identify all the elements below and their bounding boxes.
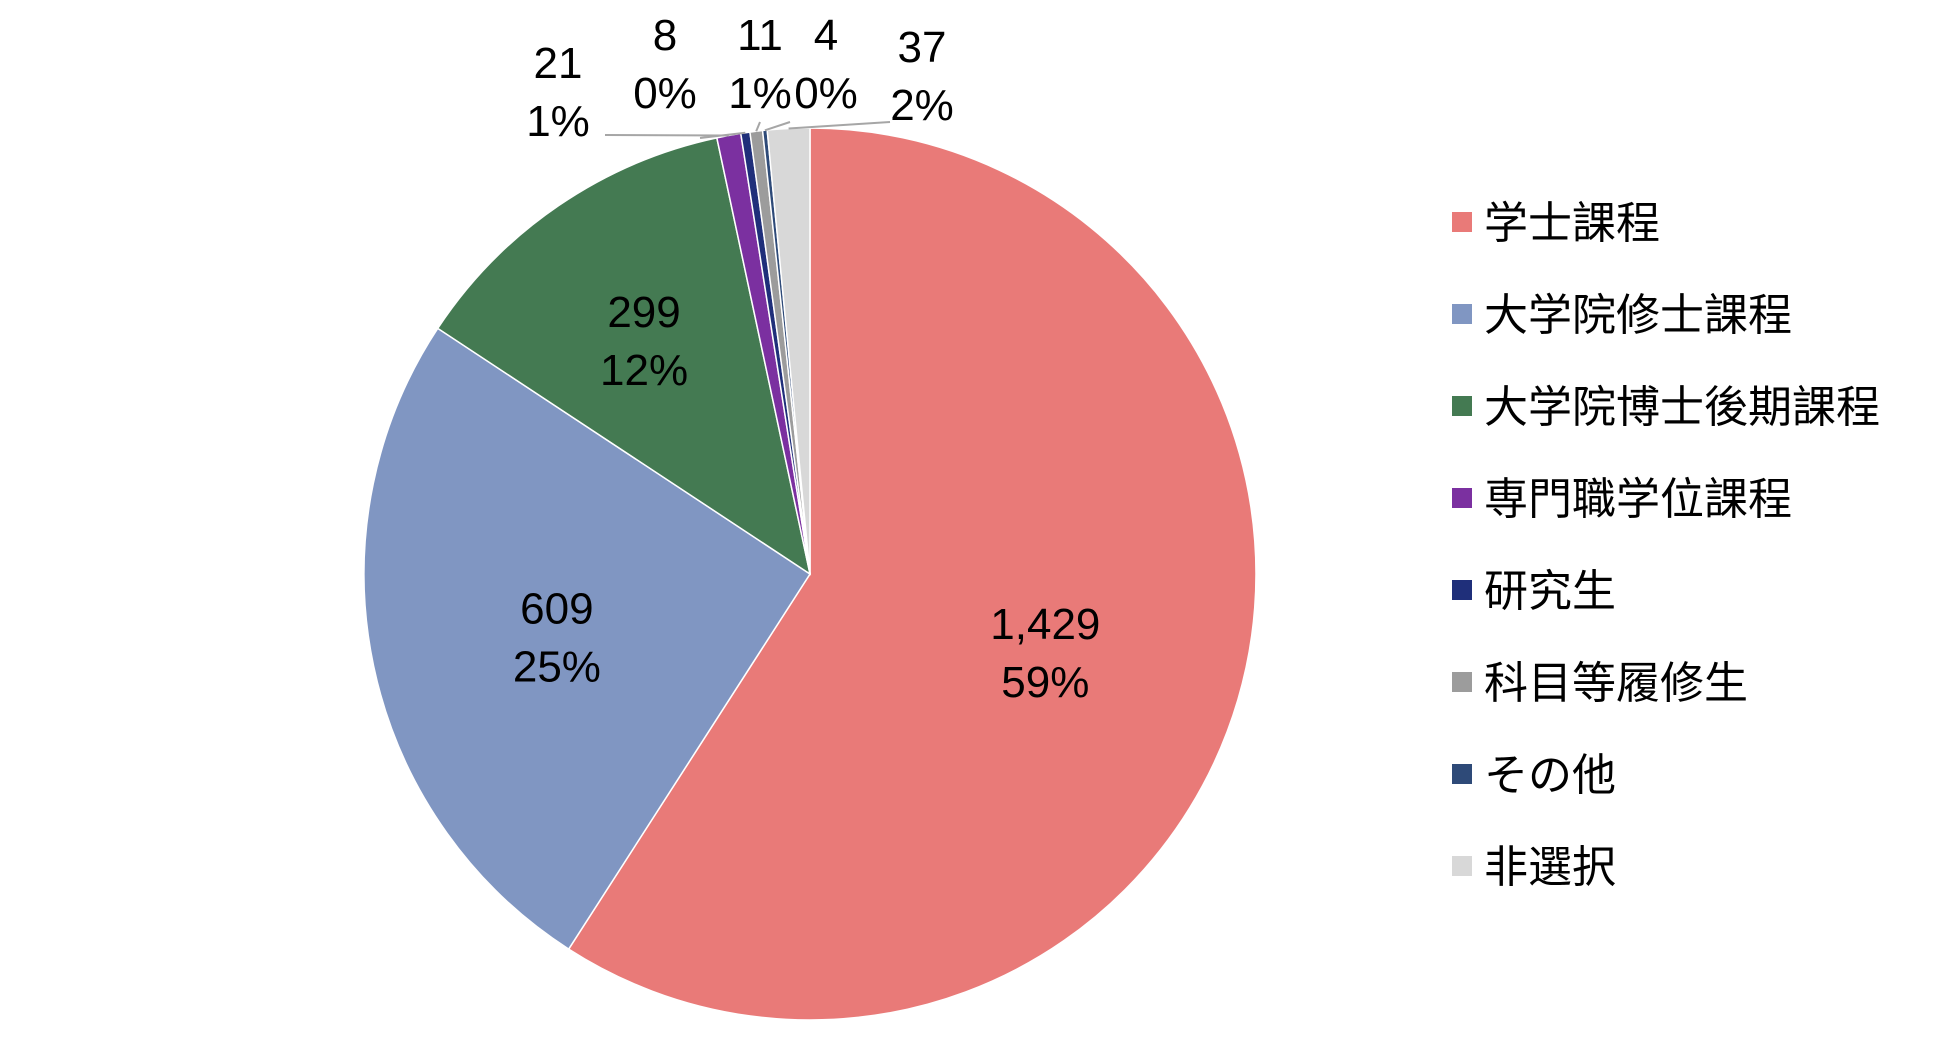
slice-4-value-label: 21 — [534, 39, 583, 88]
pie-slices — [363, 127, 1257, 1021]
slice-8-percent-label: 2% — [890, 81, 954, 130]
legend-label-8: 非選択 — [1484, 842, 1616, 893]
slice-3-wedge — [436, 136, 812, 576]
slice-2-value-label: 609 — [520, 584, 593, 633]
slice-1-value-label: 1,429 — [990, 600, 1100, 649]
slice-1-percent-label: 59% — [1001, 658, 1089, 707]
slice-4-percent-label: 1% — [526, 97, 590, 146]
slice-6-value-label: 11 — [737, 11, 783, 60]
slice-3-percent-label: 12% — [600, 346, 688, 395]
slice-3-value-label: 299 — [607, 288, 680, 337]
legend-label-2: 大学院修士課程 — [1484, 290, 1792, 341]
legend-swatch-1 — [1452, 212, 1472, 232]
slice-5-leader-line — [699, 131, 746, 139]
legend-label-5: 研究生 — [1484, 566, 1616, 617]
legend-swatch-7 — [1452, 764, 1472, 784]
slice-2-wedge — [363, 327, 812, 951]
slice-4-leader-line — [604, 134, 729, 137]
slice-6-leader-line — [755, 121, 761, 132]
legend-swatch-4 — [1452, 488, 1472, 508]
slice-7-leader-line — [764, 121, 791, 132]
legend: 学士課程大学院修士課程大学院博士後期課程専門職学位課程研究生科目等履修生その他非… — [1452, 198, 1880, 893]
legend-label-7: その他 — [1484, 750, 1616, 801]
slice-2-percent-label: 25% — [513, 642, 601, 691]
slice-5-percent-label: 0% — [633, 69, 697, 118]
slice-7-value-label: 4 — [814, 11, 838, 60]
legend-label-1: 学士課程 — [1484, 198, 1660, 249]
legend-label-6: 科目等履修生 — [1484, 658, 1748, 709]
legend-label-4: 専門職学位課程 — [1484, 474, 1792, 525]
legend-swatch-8 — [1452, 856, 1472, 876]
legend-swatch-3 — [1452, 396, 1472, 416]
slice-6-percent-label: 1% — [728, 69, 792, 118]
legend-swatch-5 — [1452, 580, 1472, 600]
slice-7-percent-label: 0% — [794, 69, 858, 118]
slice-5-value-label: 8 — [653, 11, 677, 60]
legend-label-3: 大学院博士後期課程 — [1484, 382, 1880, 433]
legend-swatch-2 — [1452, 304, 1472, 324]
legend-swatch-6 — [1452, 672, 1472, 692]
leader-lines — [604, 121, 891, 139]
slice-8-leader-line — [788, 121, 891, 130]
slice-1-wedge — [567, 127, 1257, 1021]
slice-8-value-label: 37 — [898, 23, 947, 72]
